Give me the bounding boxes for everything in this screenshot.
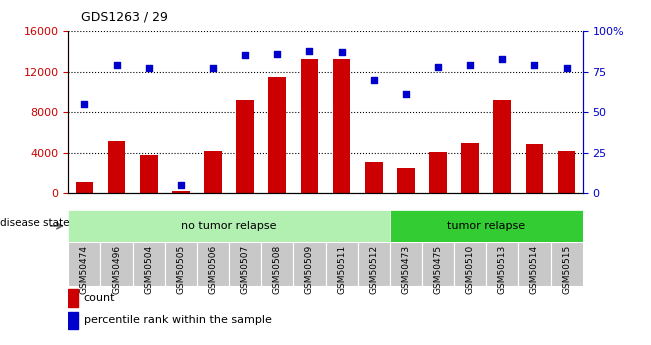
Text: GSM50474: GSM50474 (80, 245, 89, 294)
Bar (229, 241, 261, 286)
Bar (165, 241, 197, 286)
Bar (68, 312, 77, 329)
Bar (301, 59, 318, 193)
Point (465, 62, 475, 68)
Bar (236, 100, 254, 193)
Bar (107, 140, 126, 193)
Text: disease state: disease state (0, 218, 70, 227)
Bar (68, 289, 77, 306)
Point (208, 66, 218, 71)
Point (143, 66, 154, 71)
Bar (365, 162, 383, 193)
Text: GSM50505: GSM50505 (176, 245, 186, 294)
Text: GSM50508: GSM50508 (273, 245, 282, 294)
Bar (204, 151, 222, 193)
Bar (357, 241, 390, 286)
Bar (197, 241, 229, 286)
Text: count: count (84, 293, 115, 303)
Point (337, 49, 347, 55)
Point (433, 64, 443, 69)
Bar (68, 241, 100, 286)
Bar (429, 152, 447, 193)
Point (561, 66, 572, 71)
Bar (100, 241, 133, 286)
Text: GSM50473: GSM50473 (402, 245, 410, 294)
Text: GSM50506: GSM50506 (208, 245, 217, 294)
Text: percentile rank within the sample: percentile rank within the sample (84, 315, 271, 325)
Bar (390, 210, 583, 241)
Text: GDS1263 / 29: GDS1263 / 29 (81, 10, 168, 23)
Bar (518, 241, 551, 286)
Point (400, 91, 411, 97)
Point (497, 56, 508, 61)
Point (240, 52, 251, 58)
Bar (390, 241, 422, 286)
Text: GSM50514: GSM50514 (530, 245, 539, 294)
Bar (525, 144, 544, 193)
Bar (172, 191, 189, 193)
Bar (261, 241, 294, 286)
Point (111, 62, 122, 68)
Bar (454, 241, 486, 286)
Bar (333, 59, 350, 193)
Point (79, 101, 90, 107)
Bar (268, 77, 286, 193)
Bar (294, 241, 326, 286)
Text: GSM50512: GSM50512 (369, 245, 378, 294)
Text: GSM50510: GSM50510 (465, 245, 475, 294)
Bar (140, 155, 158, 193)
Point (272, 51, 283, 57)
Bar (76, 182, 93, 193)
Text: GSM50515: GSM50515 (562, 245, 571, 294)
Bar (133, 241, 165, 286)
Point (368, 77, 379, 82)
Bar (422, 241, 454, 286)
Text: GSM50511: GSM50511 (337, 245, 346, 294)
Text: GSM50475: GSM50475 (434, 245, 443, 294)
Point (304, 48, 314, 53)
Text: GSM50507: GSM50507 (241, 245, 249, 294)
Text: no tumor relapse: no tumor relapse (182, 221, 277, 231)
Text: tumor relapse: tumor relapse (447, 221, 525, 231)
Text: GSM50504: GSM50504 (145, 245, 153, 294)
Bar (493, 100, 511, 193)
Text: GSM50496: GSM50496 (112, 245, 121, 294)
Bar (326, 241, 357, 286)
Text: GSM50509: GSM50509 (305, 245, 314, 294)
Bar (558, 151, 575, 193)
Point (176, 182, 186, 188)
Point (529, 62, 540, 68)
Bar (68, 210, 390, 241)
Bar (551, 241, 583, 286)
Text: GSM50513: GSM50513 (498, 245, 506, 294)
Bar (462, 142, 479, 193)
Bar (486, 241, 518, 286)
Bar (397, 168, 415, 193)
